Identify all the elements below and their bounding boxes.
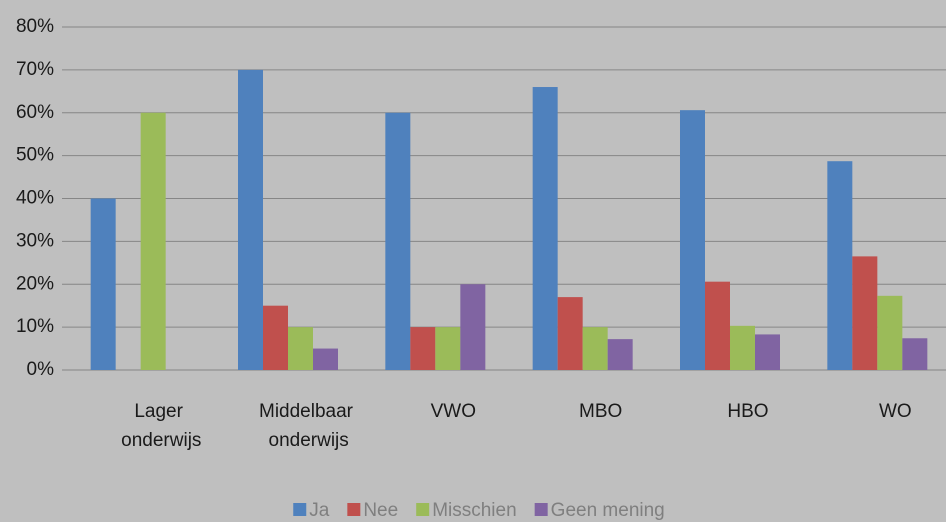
bar	[435, 327, 461, 370]
bar	[607, 339, 633, 370]
bar	[582, 327, 608, 370]
y-tick-label: 10%	[16, 316, 54, 337]
legend-swatch	[416, 503, 430, 516]
bar	[263, 305, 288, 370]
bar	[385, 112, 411, 370]
legend-label: Ja	[309, 500, 330, 521]
x-tick-label: Lager onderwijs	[116, 401, 202, 451]
x-tick-label: Middelbaar onderwijs	[259, 401, 354, 451]
y-tick-label: 70%	[16, 59, 54, 80]
legend: Ja Nee Misschien Geen mening	[293, 500, 665, 521]
bar	[460, 284, 486, 370]
bar	[730, 325, 755, 370]
legend-swatch	[347, 503, 361, 516]
x-tick-label: WO	[879, 401, 912, 422]
legend-label: Misschien	[432, 500, 516, 521]
x-tick-label: HBO	[727, 401, 768, 422]
legend-label: Nee	[363, 500, 398, 521]
bar	[557, 297, 583, 370]
bar	[238, 69, 263, 370]
bar	[313, 348, 338, 370]
x-tick-label: MBO	[579, 401, 622, 422]
legend-swatch	[534, 503, 548, 516]
bar	[705, 281, 730, 370]
bar	[680, 110, 705, 371]
bar	[288, 327, 313, 370]
y-tick-label: 30%	[16, 230, 54, 251]
y-tick-label: 40%	[16, 188, 54, 209]
y-tick-label: 50%	[16, 145, 54, 166]
legend-label: Geen mening	[551, 500, 665, 521]
bar	[140, 112, 166, 370]
bar	[902, 338, 928, 370]
y-tick-label: 60%	[16, 102, 54, 123]
bar	[532, 87, 558, 371]
bar	[827, 161, 853, 370]
x-tick-label: VWO	[431, 401, 476, 422]
bar	[852, 256, 878, 370]
y-tick-label: 0%	[27, 359, 55, 380]
bar	[755, 334, 780, 370]
bar	[410, 327, 436, 370]
y-tick-label: 20%	[16, 273, 54, 294]
bar	[90, 198, 116, 370]
y-tick-label: 80%	[16, 16, 54, 37]
legend-swatch	[293, 503, 307, 516]
bar	[877, 295, 903, 370]
